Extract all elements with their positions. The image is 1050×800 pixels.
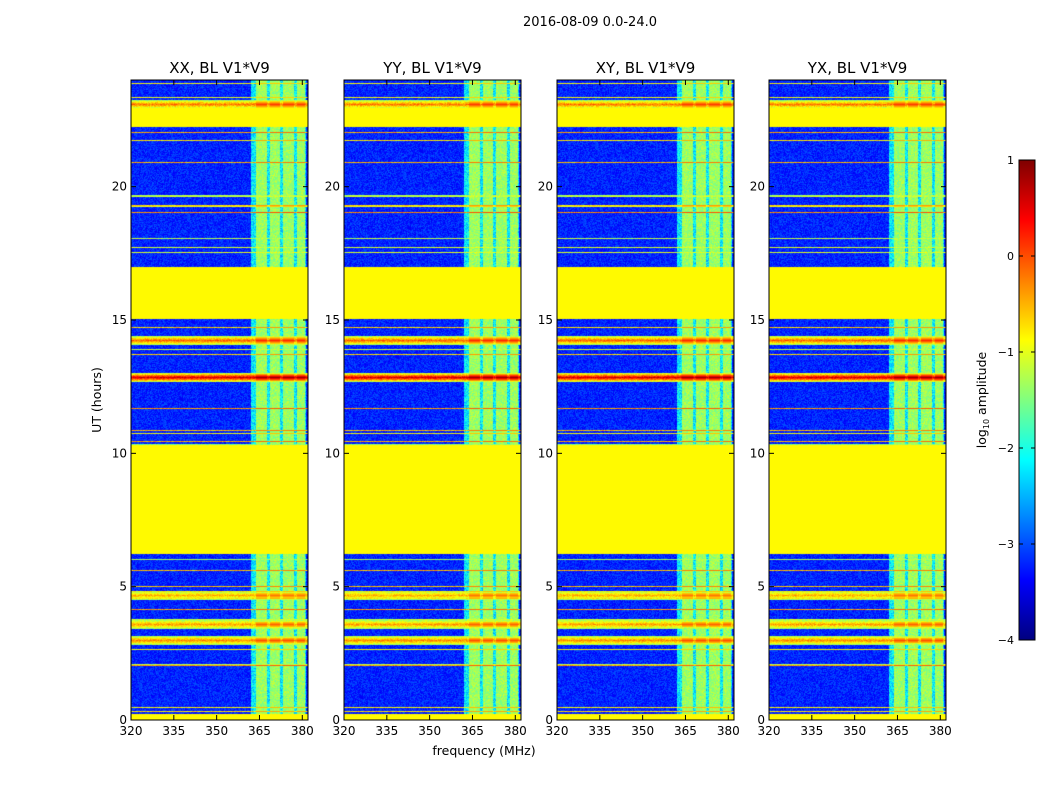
y-tick-label: 0 [757,713,765,727]
panel-xy: XY, BL V1*V9 320 335 350 365 380 0 5 10 15 20 [538,59,740,738]
figure-suptitle: 2016-08-09 0.0-24.0 [523,15,657,30]
y-tick-label: 10 [112,446,127,460]
panel-frame [768,79,947,721]
y-tick-label: 15 [750,313,765,327]
x-tick-label: 320 [758,724,781,738]
x-tick-label: 335 [375,724,398,738]
y-tick-label: 10 [325,446,340,460]
panel-yx: YX, BL V1*V9 320 335 350 365 380 0 5 10 15 20 [750,59,952,738]
heatmap-image [344,80,521,720]
x-tick-label: 335 [588,724,611,738]
panel-xx: XX, BL V1*V9 320 335 350 365 380 0 5 10 15 20 [112,59,314,738]
panel-yy: YY, BL V1*V9 320 335 350 365 380 0 5 10 15 20 [325,59,527,738]
y-tick-label: 20 [750,180,765,194]
x-tick-label: 380 [929,724,952,738]
y-tick-label: 0 [119,713,127,727]
y-tick-label: 5 [332,580,340,594]
panel-title: XY, BL V1*V9 [596,59,696,77]
y-tick-label: 20 [112,180,127,194]
y-tick-label: 15 [538,313,553,327]
y-tick-label: 15 [325,313,340,327]
y-tick-label: 10 [750,446,765,460]
colorbar-tick-label: −4 [998,634,1014,647]
x-axis-label: frequency (MHz) [432,743,535,758]
colorbar-tick-label: −1 [998,346,1014,359]
panel-title: YX, BL V1*V9 [807,59,908,77]
panel-frame [556,79,735,721]
heatmap-image [131,80,308,720]
panel-title: YY, BL V1*V9 [382,59,481,77]
x-tick-label: 365 [248,724,271,738]
x-tick-label: 350 [631,724,654,738]
x-tick-label: 365 [461,724,484,738]
x-tick-label: 380 [504,724,527,738]
panel-frame [130,79,309,721]
colorbar-tick-label: 0 [1007,250,1014,263]
x-tick-label: 380 [717,724,740,738]
x-tick-label: 380 [291,724,314,738]
y-tick-label: 15 [112,313,127,327]
x-tick-label: 335 [162,724,185,738]
x-tick-label: 350 [843,724,866,738]
colorbar-tick-label: −3 [998,538,1014,551]
y-tick-label: 5 [119,580,127,594]
y-tick-label: 10 [538,446,553,460]
y-tick-label: 20 [325,180,340,194]
x-tick-label: 350 [205,724,228,738]
colorbar-gradient [1018,159,1036,641]
y-tick-label: 5 [757,580,765,594]
x-tick-label: 320 [333,724,356,738]
heatmap-image [769,80,946,720]
colorbar-label: log10 amplitude [974,351,991,448]
x-tick-label: 335 [800,724,823,738]
panel-frame [343,79,522,721]
colorbar: 1 0 −1 −2 −3 −4 log10 amplitude [974,154,1036,647]
panel-title: XX, BL V1*V9 [169,59,270,77]
x-tick-label: 350 [418,724,441,738]
x-tick-label: 365 [886,724,909,738]
x-tick-label: 365 [674,724,697,738]
colorbar-tick-label: 1 [1007,154,1014,167]
colorbar-tick-label: −2 [998,442,1014,455]
heatmap-image [557,80,734,720]
y-axis-label: UT (hours) [89,367,104,433]
x-tick-label: 320 [120,724,143,738]
y-tick-label: 0 [545,713,553,727]
y-tick-label: 5 [545,580,553,594]
y-tick-label: 20 [538,180,553,194]
x-tick-label: 320 [546,724,569,738]
y-tick-label: 0 [332,713,340,727]
